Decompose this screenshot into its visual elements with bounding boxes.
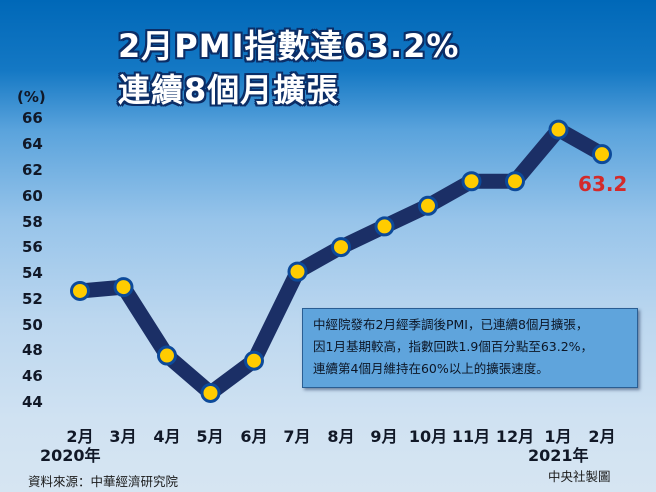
y-tick: 56 (22, 238, 43, 256)
x-tick: 7月 (283, 427, 311, 446)
x-tick: 11月 (451, 427, 491, 446)
y-tick: 58 (22, 213, 43, 231)
data-markers (70, 119, 612, 403)
data-point-marker (548, 119, 569, 140)
data-point-marker (374, 216, 395, 237)
x-tick: 9月 (370, 427, 398, 446)
year-label-end: 2021年 (528, 446, 589, 465)
x-tick: 5月 (196, 427, 224, 446)
chart-title-line1: 2月PMI指數達63.2% (118, 27, 460, 65)
data-point-marker (244, 350, 264, 371)
y-tick: 60 (22, 187, 43, 205)
credit-note: 中央社製圖 (548, 469, 611, 484)
last-value-label: 63.2 (578, 172, 628, 196)
x-tick: 12月 (495, 427, 535, 446)
y-tick: 46 (22, 367, 43, 385)
y-tick: 50 (22, 316, 43, 334)
chart-title-line2: 連續8個月擴張 (118, 71, 340, 109)
data-point-marker (331, 237, 351, 258)
x-tick: 8月 (327, 427, 355, 446)
x-tick: 3月 (109, 427, 137, 446)
y-tick: 62 (22, 161, 43, 179)
y-tick: 54 (22, 264, 43, 282)
annotation-box: 中經院發布2月經季調後PMI，已連續8個月擴張， 因1月基期較高，指數回跌1.9… (302, 308, 638, 388)
annotation-line: 中經院發布2月經季調後PMI，已連續8個月擴張， (313, 317, 589, 332)
x-tick: 1月 (544, 427, 572, 446)
data-point-marker (592, 144, 612, 165)
data-point-marker (461, 171, 482, 192)
y-tick: 52 (22, 290, 43, 308)
x-tick: 2月 (66, 427, 94, 446)
x-tick: 2月 (588, 427, 616, 446)
x-tick: 4月 (153, 427, 181, 446)
source-note: 資料來源：中華經濟研究院 (28, 474, 179, 489)
annotation-line: 因1月基期較高，指數回跌1.9個百分點至63.2%， (313, 339, 594, 354)
y-tick: 48 (22, 341, 43, 359)
data-point-marker (157, 345, 177, 366)
year-label-start: 2020年 (40, 446, 101, 465)
data-point-marker (418, 195, 438, 216)
y-tick: 64 (22, 135, 43, 153)
y-tick: 66 (22, 109, 43, 127)
y-axis-unit: (%) (17, 88, 46, 106)
data-point-marker (200, 382, 221, 403)
x-tick: 10月 (408, 427, 448, 446)
annotation-line: 連續第4個月維持在60%以上的擴張速度。 (313, 361, 549, 376)
y-tick: 44 (22, 393, 43, 411)
data-point-marker (287, 261, 308, 282)
x-tick: 6月 (240, 427, 268, 446)
data-point-marker (113, 277, 134, 298)
data-point-marker (505, 171, 525, 192)
data-point-marker (70, 280, 90, 301)
